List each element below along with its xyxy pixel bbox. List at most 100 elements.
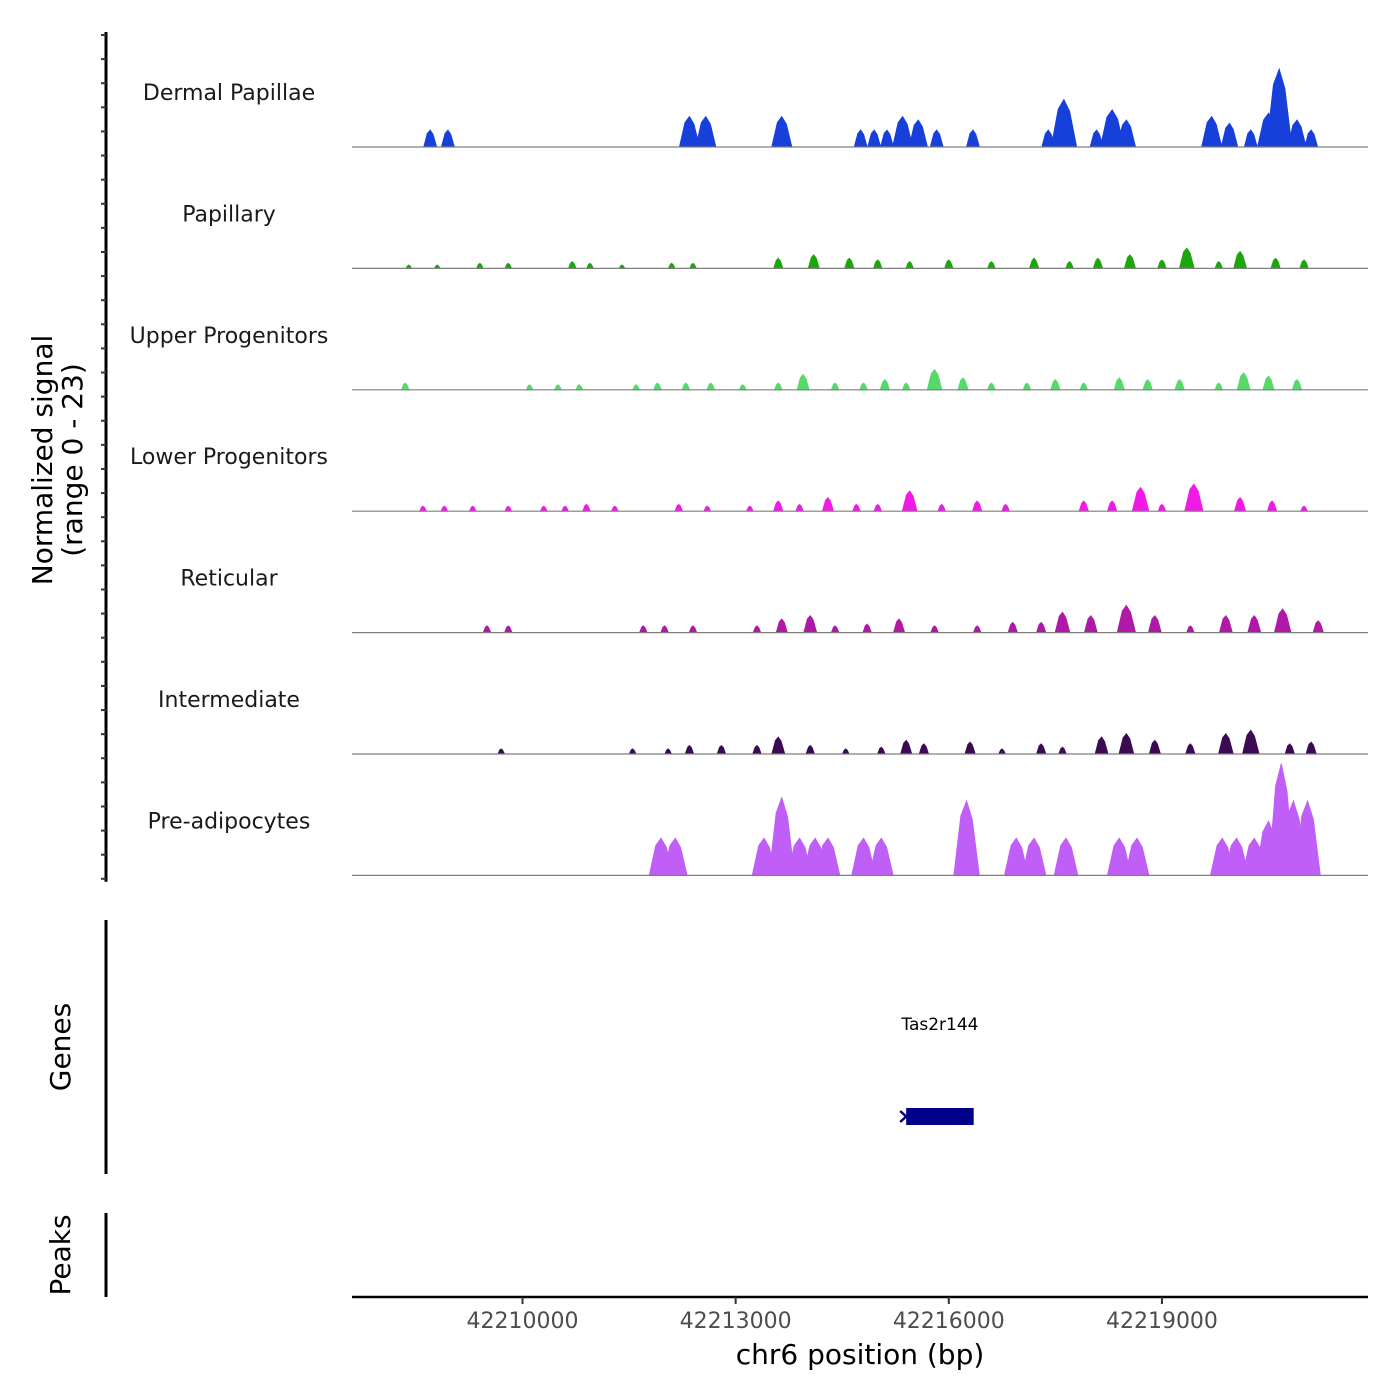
- signal-peak: [1021, 837, 1047, 876]
- signal-peak: [853, 129, 868, 148]
- signal-peak: [1142, 379, 1153, 391]
- signal-peak: [1220, 122, 1239, 148]
- signal-peak: [561, 505, 570, 512]
- signal-peak: [1287, 119, 1307, 148]
- signal-peak: [1218, 614, 1233, 633]
- signal-peak: [1092, 257, 1104, 269]
- signal-peak: [900, 739, 913, 755]
- signal-peak: [830, 382, 840, 391]
- signal-peak: [795, 503, 804, 512]
- signal-peak: [688, 625, 698, 633]
- y-axis-title-line1: Normalized signal: [26, 335, 59, 586]
- signal-peak: [497, 748, 506, 755]
- signal-peak: [1118, 733, 1135, 755]
- signal-peak: [773, 257, 784, 269]
- signal-peak: [1079, 382, 1089, 391]
- peaks-track-label: Peaks: [44, 1214, 77, 1295]
- signal-peak: [953, 799, 980, 876]
- signal-peak: [987, 261, 996, 269]
- signal-peak: [1178, 247, 1195, 269]
- gene-Tas2r144: Tas2r144: [899, 1015, 978, 1125]
- signal-peak: [1123, 254, 1137, 269]
- signal-peak: [1116, 604, 1137, 633]
- signal-peak: [1236, 372, 1251, 391]
- signal-peak: [1157, 503, 1167, 512]
- signal-peak: [879, 129, 895, 148]
- x-tick-label: 42210000: [467, 1309, 579, 1334]
- signal-peak: [660, 625, 669, 633]
- signal-peak: [752, 744, 762, 755]
- signal-peak: [1233, 496, 1247, 512]
- signal-peak: [803, 614, 818, 633]
- signal-peak: [1035, 743, 1047, 755]
- track-0: Dermal Papillae: [143, 67, 1368, 148]
- signal-peak: [695, 115, 717, 148]
- signal-peak: [773, 382, 783, 391]
- x-tick-label: 42216000: [893, 1309, 1005, 1334]
- signal-peak: [628, 748, 637, 755]
- signal-peak: [868, 837, 894, 876]
- signal-peak: [905, 261, 915, 269]
- signal-peak: [504, 262, 513, 269]
- signal-peak: [423, 129, 438, 148]
- signal-peak: [1270, 257, 1281, 269]
- signal-peak: [1124, 837, 1150, 876]
- signal-peak: [1299, 259, 1309, 269]
- signal-peak: [901, 382, 911, 391]
- coverage-tracks: Dermal Papillae Papillary Upper Progenitor…: [130, 67, 1368, 877]
- strand-arrow-icon: [899, 1115, 908, 1123]
- track-label: Lower Progenitors: [130, 445, 328, 470]
- signal-peak: [867, 129, 882, 148]
- signal-peak: [971, 500, 983, 512]
- signal-peak: [1028, 257, 1040, 269]
- signal-peak: [872, 259, 883, 269]
- signal-peak: [1262, 375, 1275, 391]
- track-label: Reticular: [180, 567, 278, 592]
- signal-peak: [674, 503, 684, 512]
- signal-peak: [1266, 500, 1278, 512]
- signal-peak: [440, 505, 449, 512]
- signal-peak: [1050, 379, 1061, 391]
- signal-peak: [554, 384, 563, 391]
- signal-peak: [667, 262, 676, 269]
- track-2: Upper Progenitors: [130, 324, 1368, 391]
- signal-peak: [771, 736, 786, 755]
- signal-peak: [937, 503, 947, 512]
- signal-peak: [703, 505, 712, 512]
- signal-peak: [1083, 614, 1098, 633]
- signal-peak: [796, 373, 810, 391]
- track-4: Reticular: [180, 567, 1368, 634]
- track-1: Papillary: [182, 202, 1368, 269]
- signal-peak: [653, 382, 662, 391]
- signal-peak: [1186, 625, 1195, 633]
- signal-peak: [944, 259, 954, 269]
- signal-peak: [1147, 614, 1162, 633]
- track-5: Intermediate: [158, 688, 1368, 755]
- signal-peak: [926, 368, 943, 391]
- signal-peak: [1131, 486, 1150, 512]
- signal-peak: [1300, 505, 1309, 512]
- signal-peak: [1035, 621, 1047, 633]
- signal-peak: [1094, 736, 1109, 755]
- track-label: Pre-adipocytes: [148, 809, 311, 834]
- signal-peak: [706, 382, 716, 391]
- signal-peak: [684, 744, 695, 755]
- signal-peak: [1058, 746, 1067, 755]
- signal-peak: [1217, 733, 1234, 755]
- signal-peak: [575, 384, 584, 391]
- signal-peak: [582, 503, 591, 512]
- signal-peak: [775, 618, 788, 633]
- y-axis-title-line2: (range 0 - 23): [56, 363, 89, 557]
- signal-peak: [1265, 67, 1293, 148]
- x-axis-ticks: 42210000 42213000 42216000 42219000: [467, 1297, 1218, 1334]
- signal-peak: [440, 129, 455, 148]
- signal-peak: [972, 625, 982, 633]
- signal-peak: [664, 748, 673, 755]
- signal-peak: [567, 261, 577, 269]
- signal-peak: [964, 741, 976, 755]
- track-label: Upper Progenitors: [130, 324, 329, 349]
- signal-peak: [891, 115, 914, 148]
- signal-y-axis: [101, 32, 108, 882]
- track-3: Lower Progenitors: [130, 445, 1368, 512]
